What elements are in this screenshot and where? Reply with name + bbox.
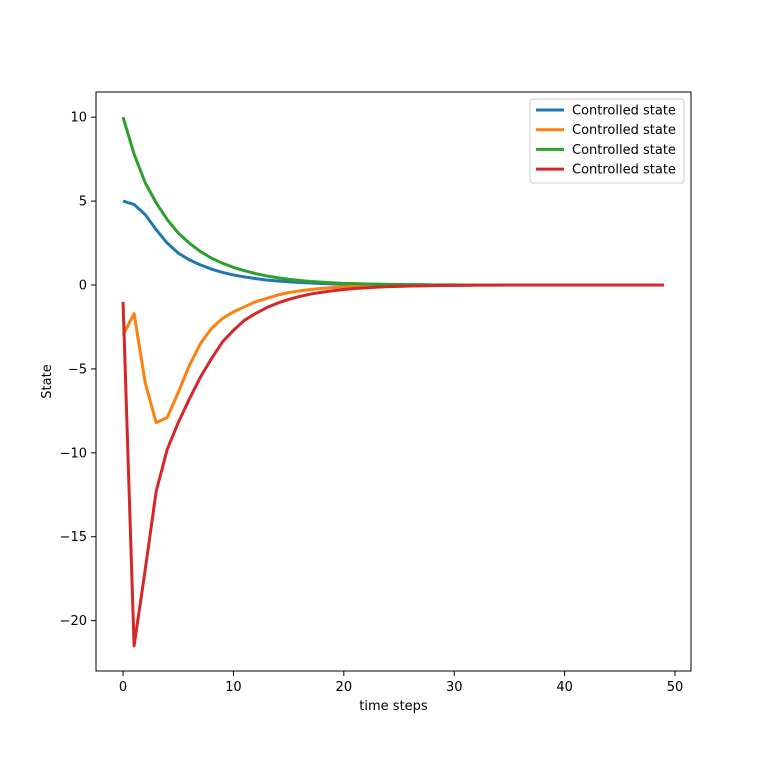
y-tick-label: 10 — [70, 111, 87, 126]
legend: Controlled state Controlled state Controll… — [529, 98, 685, 184]
series-line-4 — [121, 283, 664, 648]
y-tick-label: −15 — [60, 530, 87, 545]
x-tick-label: 40 — [556, 680, 573, 695]
legend-entry-4: Controlled state — [572, 163, 676, 178]
series-line-2 — [121, 283, 664, 425]
legend-entry-3: Controlled state — [572, 143, 676, 158]
x-axis-label: time steps — [359, 699, 428, 714]
x-tick-label: 50 — [667, 680, 684, 695]
x-tick-label: 10 — [225, 680, 242, 695]
x-tick-label: 20 — [336, 680, 353, 695]
x-tick-label: 30 — [446, 680, 463, 695]
y-axis-label: State — [40, 364, 55, 398]
legend-entry-2: Controlled state — [572, 123, 676, 138]
y-tick-label: −20 — [60, 614, 87, 629]
plot-lines — [121, 116, 664, 648]
plot-frame — [95, 91, 692, 672]
y-tick-label: 5 — [79, 195, 87, 210]
legend-box — [529, 98, 685, 184]
x-tick-label: 0 — [119, 680, 127, 695]
y-tick-label: −5 — [68, 362, 87, 377]
legend-entry-1: Controlled state — [572, 104, 676, 119]
series-line-1 — [122, 199, 664, 287]
y-tick-label: 0 — [79, 279, 87, 294]
x-axis-ticks: 0 10 20 30 40 50 — [119, 671, 683, 695]
y-tick-label: −10 — [60, 446, 87, 461]
y-axis-ticks: 10 5 0 −5 −10 −15 −20 — [60, 111, 96, 629]
